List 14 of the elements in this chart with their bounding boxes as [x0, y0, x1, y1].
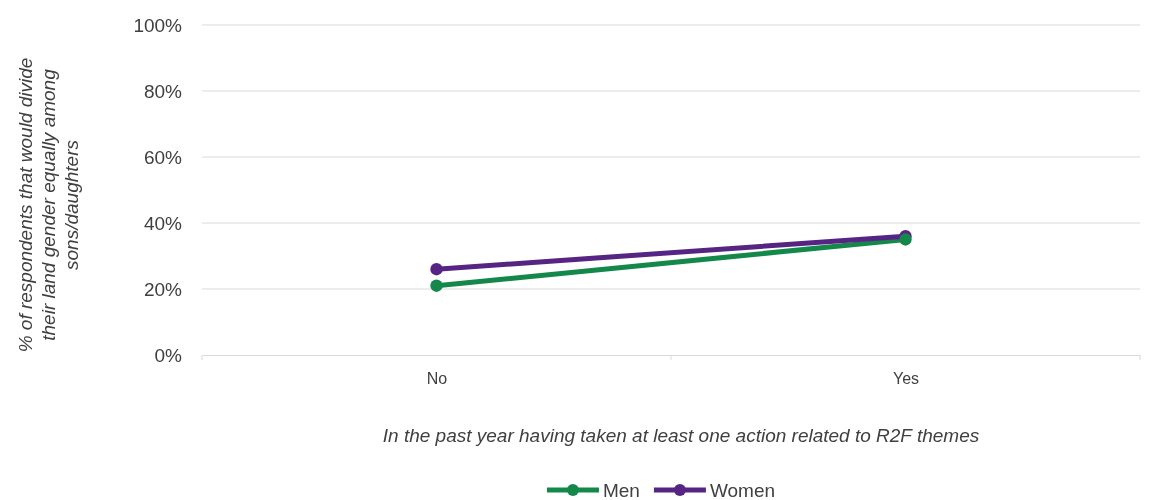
y-tick-label: 40%	[143, 212, 183, 234]
y-axis-title: % of respondents that would divide their land gender equally among sons/daughters	[15, 57, 82, 353]
x-tick-label: No	[426, 370, 448, 388]
legend-label: Men	[602, 479, 640, 500]
point	[430, 263, 443, 276]
y-tick-label: 60%	[143, 146, 183, 168]
y-tick-label: 80%	[143, 80, 183, 102]
x-axis-title: In the past year having taken at least one action related to R2F themes	[382, 425, 980, 446]
y-tick-label: 0%	[154, 344, 183, 366]
x-tick-label: Yes	[892, 370, 920, 388]
y-tick-label: 100%	[133, 14, 183, 36]
legend-label: Women	[709, 479, 776, 500]
point	[430, 279, 443, 292]
y-tick-label: 20%	[143, 278, 183, 300]
